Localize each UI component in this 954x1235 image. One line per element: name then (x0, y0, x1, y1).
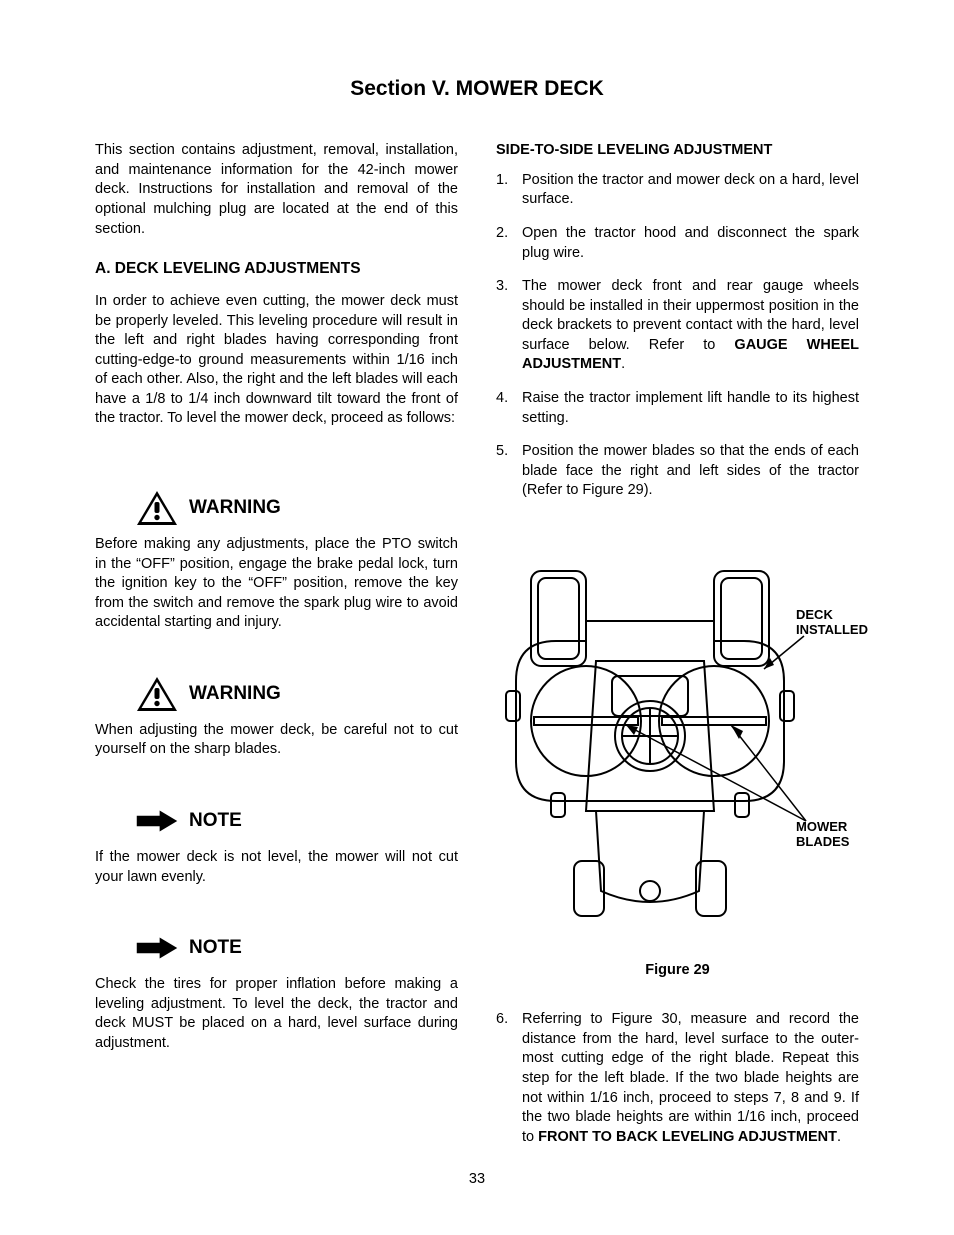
page-title: Section V. MOWER DECK (95, 75, 859, 103)
step-6-text-a: Referring to Figure 30, measure and reco… (522, 1011, 859, 1144)
note-callout-2: NOTE Check the tires for proper inflatio… (95, 929, 458, 1053)
heading-deck-leveling: A. DECK LEVELING ADJUSTMENTS (95, 259, 458, 280)
intro-paragraph: This section contains adjustment, remova… (95, 141, 458, 239)
figure-label-deck-installed: DECKINSTALLED (796, 607, 868, 638)
warning-label: WARNING (189, 495, 281, 521)
warning-triangle-icon (135, 675, 179, 713)
step-6-bold: FRONT TO BACK LEVELING ADJUSTMENT (538, 1129, 837, 1145)
step-4: Raise the tractor implement lift handle … (496, 389, 859, 428)
deck-leveling-paragraph: In order to achieve even cutting, the mo… (95, 292, 458, 429)
figure-label-mower-blades: MOWERBLADES (796, 819, 849, 850)
warning-callout-1: WARNING Before making any adjustments, p… (95, 489, 458, 633)
note-label: NOTE (189, 808, 242, 834)
figure-29-caption: Figure 29 (496, 961, 859, 981)
warning-2-text: When adjusting the mower deck, be carefu… (95, 721, 458, 760)
steps-list-continued: Referring to Figure 30, measure and reco… (496, 1010, 859, 1147)
arrow-right-icon (135, 802, 179, 840)
figure-29: DECKINSTALLED MOWERBLADES (496, 561, 859, 931)
warning-1-text: Before making any adjustments, place the… (95, 535, 458, 633)
heading-side-to-side: SIDE-TO-SIDE LEVELING ADJUSTMENT (496, 141, 859, 161)
warning-label: WARNING (189, 681, 281, 707)
warning-triangle-icon (135, 489, 179, 527)
right-column: SIDE-TO-SIDE LEVELING ADJUSTMENT Positio… (496, 141, 859, 1161)
warning-callout-2: WARNING When adjusting the mower deck, b… (95, 675, 458, 760)
steps-list: Position the tractor and mower deck on a… (496, 171, 859, 501)
step-6: Referring to Figure 30, measure and reco… (496, 1010, 859, 1147)
step-2: Open the tractor hood and disconnect the… (496, 224, 859, 263)
note-2-text: Check the tires for proper inflation bef… (95, 975, 458, 1053)
two-column-layout: This section contains adjustment, remova… (95, 141, 859, 1161)
note-1-text: If the mower deck is not level, the mowe… (95, 848, 458, 887)
left-column: This section contains adjustment, remova… (95, 141, 458, 1161)
note-callout-1: NOTE If the mower deck is not level, the… (95, 802, 458, 887)
step-6-text-c: . (837, 1129, 841, 1145)
step-1: Position the tractor and mower deck on a… (496, 171, 859, 210)
page-number: 33 (0, 1170, 954, 1190)
note-label: NOTE (189, 935, 242, 961)
step-5: Position the mower blades so that the en… (496, 442, 859, 501)
step-3: The mower deck front and rear gauge whee… (496, 277, 859, 375)
arrow-right-icon (135, 929, 179, 967)
step-3-text-c: . (621, 356, 625, 372)
